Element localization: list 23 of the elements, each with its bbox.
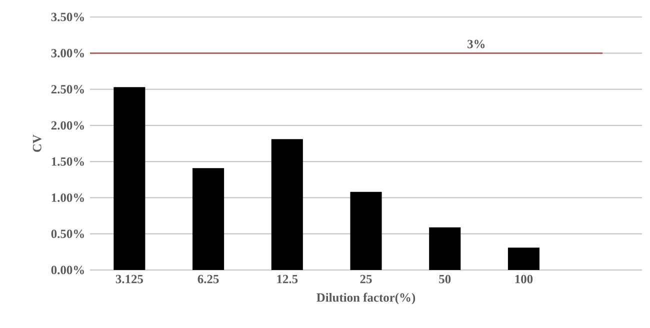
x-tick-label: 100: [515, 274, 533, 284]
x-tick-label: 6.25: [198, 274, 219, 284]
bar: [192, 168, 224, 270]
y-tick-label: 3.50%: [51, 12, 84, 22]
y-tick-label: 0.50%: [51, 230, 84, 238]
x-tick-label: 12.5: [277, 274, 298, 284]
y-tick-label: 2.50%: [51, 85, 84, 94]
x-tick-label: 25: [360, 274, 372, 284]
bar: [350, 192, 382, 270]
y-tick-label: 3.00%: [51, 48, 84, 58]
bar: [114, 87, 146, 270]
bar: [429, 227, 461, 270]
y-tick-label: 1.50%: [52, 157, 84, 166]
y-axis-title: CV: [32, 134, 42, 152]
bar: [271, 139, 303, 270]
bar: [508, 248, 540, 270]
y-tick-label: 0.00%: [51, 266, 84, 274]
x-tick-label: 50: [439, 274, 451, 284]
x-tick-label: 3.125: [116, 274, 143, 284]
y-tick-label: 2.00%: [51, 121, 84, 130]
ref-line-label: 3%: [468, 40, 485, 48]
y-tick-label: 1.00%: [52, 193, 84, 202]
x-axis-title: Dilution factor(%): [316, 292, 416, 304]
